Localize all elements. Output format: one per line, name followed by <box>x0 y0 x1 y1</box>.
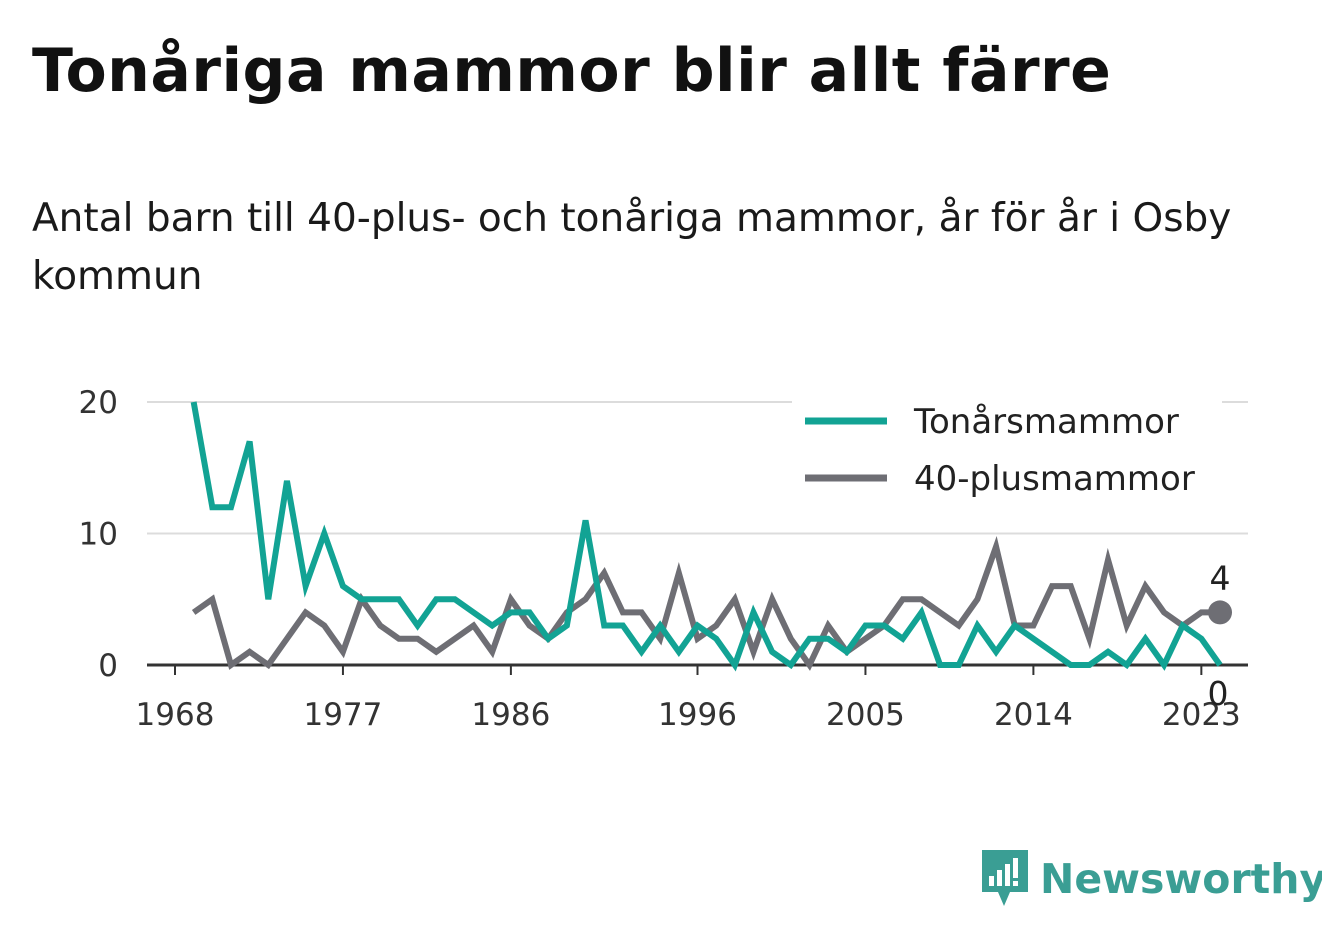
legend: Tonårsmammor 40-plusmammor <box>792 392 1222 516</box>
x-tick-label: 1968 <box>136 697 215 733</box>
newsworthy-logo-icon <box>982 850 1028 906</box>
legend-background <box>792 392 1222 516</box>
x-tick-label: 2023 <box>1162 697 1241 733</box>
y-axis-ticks: 0 10 20 <box>79 385 118 684</box>
x-tick-label: 1977 <box>303 697 382 733</box>
x-axis: 1968 1977 1986 1996 2005 2014 2023 <box>136 663 1248 733</box>
x-tick-label: 1996 <box>658 697 737 733</box>
series-line-tonarsmammor <box>190 401 1223 672</box>
end-point-40-plusmammor <box>1208 600 1233 625</box>
series-lines <box>190 401 1223 672</box>
legend-label: Tonårsmammor <box>913 402 1179 442</box>
end-label-40-plusmammor: 4 <box>1210 558 1231 597</box>
x-tick-label: 2014 <box>994 697 1073 733</box>
y-tick-label: 0 <box>98 648 118 684</box>
x-tick-label: 1986 <box>471 697 550 733</box>
brand-logo: Newsworthy <box>980 848 1322 910</box>
end-labels: 40 <box>1208 558 1233 713</box>
end-label-tonarsmammor: 0 <box>1208 674 1229 713</box>
series-line-40-plusmammor <box>191 536 1221 671</box>
legend-label: 40-plusmammor <box>914 459 1195 499</box>
x-tick-label: 2005 <box>826 697 905 733</box>
y-tick-label: 10 <box>79 517 118 553</box>
chart-subtitle: Antal barn till 40-plus- och tonåriga ma… <box>32 196 1232 299</box>
chart-title: Tonåriga mammor blir allt färre <box>32 36 1112 106</box>
y-tick-label: 20 <box>79 385 118 421</box>
brand-name: Newsworthy <box>1040 855 1322 903</box>
